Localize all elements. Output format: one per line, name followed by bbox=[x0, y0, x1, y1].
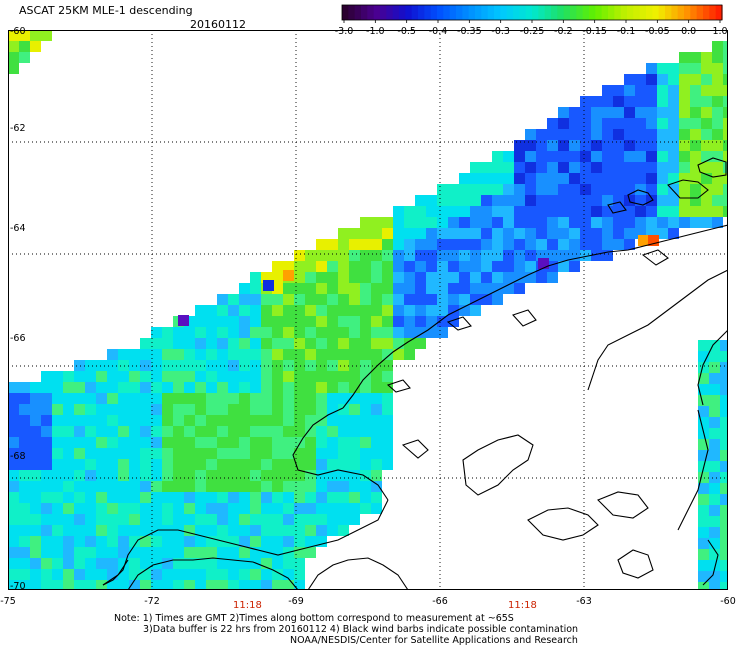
time-label-1: 11:18 bbox=[233, 600, 262, 611]
colorbar-swatch bbox=[500, 5, 508, 20]
note-line-2: 3)Data buffer is 22 hrs from 20160112 4)… bbox=[143, 624, 579, 635]
colorbar-swatch bbox=[614, 5, 622, 20]
colorbar-swatch bbox=[475, 5, 482, 20]
colorbar-swatch bbox=[494, 5, 501, 20]
colorbar-tick-label: -3.0 bbox=[335, 26, 354, 37]
colorbar-swatch bbox=[589, 5, 596, 20]
colorbar-swatch bbox=[538, 5, 546, 20]
colorbar-swatch bbox=[715, 5, 723, 20]
colorbar-tick-label: -0.3 bbox=[491, 26, 510, 37]
colorbar-swatch bbox=[468, 5, 476, 20]
colorbar-tick-label: -1.0 bbox=[366, 26, 385, 37]
colorbar-swatch bbox=[367, 5, 375, 20]
colorbar-swatch bbox=[608, 5, 615, 20]
lon-label: -72 bbox=[144, 596, 160, 607]
colorbar-swatch bbox=[627, 5, 634, 20]
colorbar-swatch bbox=[639, 5, 647, 20]
colorbar-swatch bbox=[437, 5, 444, 20]
colorbar-swatch bbox=[709, 5, 717, 20]
colorbar-swatch bbox=[633, 5, 641, 20]
lon-label: -75 bbox=[0, 596, 16, 607]
colorbar-swatch bbox=[525, 5, 533, 20]
colorbar-swatch bbox=[665, 5, 672, 20]
colorbar-tick-label: 1.0 bbox=[712, 26, 727, 37]
note-line-3: NOAA/NESDIS/Center for Satellite Applica… bbox=[290, 635, 578, 646]
colorbar-swatch bbox=[595, 5, 603, 20]
colorbar-swatch bbox=[411, 5, 419, 20]
colorbar-swatch bbox=[532, 5, 539, 20]
colorbar-swatch bbox=[570, 5, 577, 20]
colorbar-tick-label: -0.05 bbox=[645, 26, 670, 37]
colorbar-swatch bbox=[443, 5, 451, 20]
colorbar-swatch bbox=[563, 5, 571, 20]
map-title: ASCAT 25KM MLE-1 descending bbox=[19, 4, 193, 17]
colorbar-swatch bbox=[424, 5, 432, 20]
colorbar-swatch bbox=[481, 5, 489, 20]
colorbar-swatch bbox=[576, 5, 584, 20]
colorbar-swatch bbox=[456, 5, 463, 20]
lon-label: -69 bbox=[288, 596, 304, 607]
colorbar-swatch bbox=[513, 5, 520, 20]
colorbar-swatch bbox=[620, 5, 628, 20]
colorbar-swatch bbox=[703, 5, 710, 20]
colorbar-swatch bbox=[506, 5, 514, 20]
colorbar-swatch bbox=[354, 5, 362, 20]
colorbar-swatch bbox=[392, 5, 400, 20]
colorbar-swatch bbox=[690, 5, 698, 20]
colorbar-swatch bbox=[462, 5, 470, 20]
map-date: 20160112 bbox=[190, 18, 246, 31]
colorbar-swatch bbox=[684, 5, 691, 20]
colorbar-tick-label: -0.4 bbox=[429, 26, 448, 37]
colorbar-swatch bbox=[646, 5, 653, 20]
note-line-1: Note: 1) Times are GMT 2)Times along bot… bbox=[114, 613, 514, 624]
colorbar-tick-label: -0.5 bbox=[397, 26, 416, 37]
colorbar-tick-label: -0.25 bbox=[520, 26, 545, 37]
colorbar-swatch bbox=[677, 5, 685, 20]
colorbar-tick-label: -0.15 bbox=[582, 26, 607, 37]
lon-label: -60 bbox=[720, 596, 736, 607]
colorbar-tick-label: -0.35 bbox=[457, 26, 482, 37]
colorbar-swatch bbox=[658, 5, 666, 20]
colorbar-swatch bbox=[582, 5, 590, 20]
colorbar-swatch bbox=[430, 5, 438, 20]
colorbar-tick-label: -0.2 bbox=[554, 26, 573, 37]
colorbar-swatch bbox=[386, 5, 394, 20]
colorbar-swatch bbox=[342, 5, 349, 20]
colorbar-swatch bbox=[348, 5, 356, 20]
colorbar-tick-label: 0.0 bbox=[681, 26, 696, 37]
colorbar-swatch bbox=[405, 5, 413, 20]
time-label-2: 11:18 bbox=[508, 600, 537, 611]
colorbar-swatch bbox=[418, 5, 425, 20]
colorbar-swatch bbox=[652, 5, 660, 20]
colorbar-swatch bbox=[601, 5, 609, 20]
colorbar-swatch bbox=[671, 5, 679, 20]
colorbar-swatch bbox=[544, 5, 552, 20]
colorbar-swatch bbox=[399, 5, 406, 20]
lon-label: -66 bbox=[432, 596, 448, 607]
colorbar-tick-label: -0.1 bbox=[617, 26, 636, 37]
colorbar-swatch bbox=[373, 5, 381, 20]
colorbar-swatch bbox=[519, 5, 527, 20]
colorbar-swatch bbox=[449, 5, 457, 20]
colorbar-swatch bbox=[487, 5, 495, 20]
colorbar-swatch bbox=[696, 5, 704, 20]
colorbar-swatch bbox=[361, 5, 368, 20]
colorbar-swatch bbox=[557, 5, 565, 20]
colorbar-swatch bbox=[551, 5, 558, 20]
ascat-map bbox=[8, 30, 728, 590]
colorbar: -3.0 -1.0 -0.5 -0.4 -0.35 -0.3 -0.25 -0.2 -0.15-… bbox=[335, 4, 728, 37]
colorbar-swatch bbox=[380, 5, 387, 20]
lon-label: -63 bbox=[576, 596, 592, 607]
